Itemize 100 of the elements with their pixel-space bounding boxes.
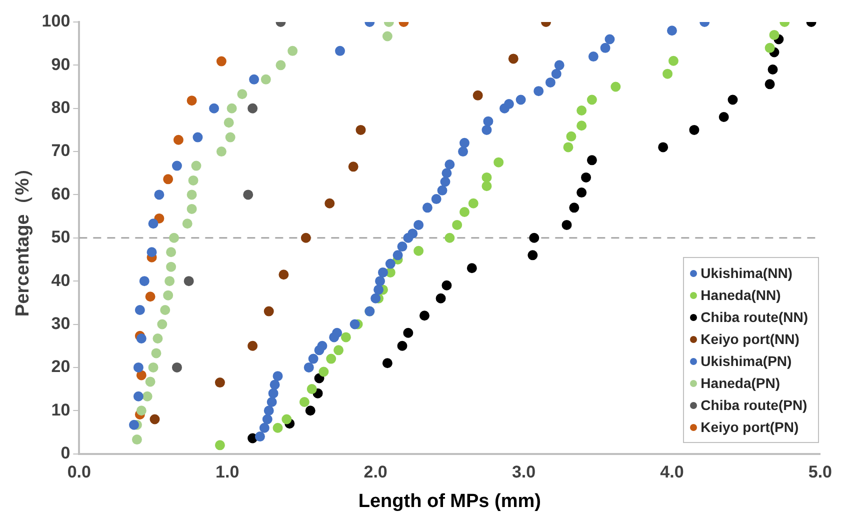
point <box>182 218 192 229</box>
point <box>431 194 442 204</box>
point <box>466 263 477 274</box>
y-axis-title: Percentage（%） <box>12 159 34 317</box>
point <box>160 305 170 316</box>
point <box>348 162 358 172</box>
point <box>508 54 518 64</box>
x-tick-label: 0.0 <box>67 462 91 482</box>
y-tick-label: 0 <box>60 443 70 462</box>
point <box>494 157 504 168</box>
point <box>317 340 328 351</box>
point <box>226 103 237 114</box>
point <box>157 319 168 330</box>
point <box>324 198 335 208</box>
point <box>472 90 483 100</box>
point <box>385 258 396 269</box>
point <box>248 103 258 114</box>
point <box>576 188 587 198</box>
point <box>243 190 254 200</box>
point <box>300 232 311 243</box>
point <box>151 348 162 358</box>
point <box>304 362 314 372</box>
y-tick-label: 80 <box>51 98 70 118</box>
point <box>282 414 292 424</box>
point <box>482 172 492 182</box>
y-tick-label: 60 <box>51 184 70 204</box>
point <box>370 293 381 304</box>
point <box>483 116 494 126</box>
y-tick-label: 20 <box>51 357 70 376</box>
point <box>452 220 462 230</box>
point <box>444 159 455 170</box>
point <box>129 420 139 430</box>
point <box>350 319 360 330</box>
point <box>225 132 236 142</box>
point <box>437 185 448 196</box>
point <box>169 232 180 243</box>
point <box>668 56 678 66</box>
x-tick-label: 1.0 <box>216 462 240 482</box>
point <box>254 432 265 442</box>
point <box>306 384 317 394</box>
point <box>262 414 272 424</box>
point <box>586 155 597 166</box>
y-tick-label: 100 <box>42 12 70 31</box>
point <box>136 370 146 380</box>
point <box>586 94 597 105</box>
point <box>148 362 158 372</box>
point <box>374 284 384 295</box>
point <box>458 146 468 157</box>
point <box>764 79 775 90</box>
point <box>216 56 226 66</box>
point <box>689 124 700 135</box>
point <box>563 142 574 152</box>
point <box>163 174 174 184</box>
point <box>382 31 392 42</box>
point <box>272 422 283 433</box>
point <box>545 77 556 88</box>
point <box>769 30 780 40</box>
x-tick-label: 3.0 <box>512 462 536 482</box>
y-tick-label: 90 <box>51 54 70 74</box>
point <box>166 247 176 258</box>
point <box>562 220 572 230</box>
point <box>375 276 386 286</box>
point <box>148 218 158 229</box>
point <box>259 422 270 433</box>
point <box>768 64 778 74</box>
point <box>145 376 156 387</box>
point <box>133 391 144 402</box>
point <box>264 306 274 316</box>
point <box>270 380 280 390</box>
point <box>576 106 587 116</box>
x-tick-label: 5.0 <box>808 462 832 482</box>
legend-label: Chiba route(NN) <box>700 308 808 327</box>
point <box>186 204 197 214</box>
point <box>662 68 673 79</box>
point <box>482 124 492 135</box>
point <box>209 103 220 114</box>
point <box>528 250 538 260</box>
x-tick-label: 2.0 <box>364 462 388 482</box>
point <box>444 232 455 243</box>
point <box>145 292 156 302</box>
point <box>268 388 278 398</box>
point <box>192 132 203 142</box>
point <box>588 52 598 62</box>
point <box>554 60 564 70</box>
point <box>150 414 160 424</box>
point <box>335 46 346 56</box>
point <box>214 440 225 450</box>
point <box>569 202 580 213</box>
point <box>440 176 450 187</box>
legend-label: Haneda(PN) <box>700 374 780 393</box>
point <box>326 354 336 364</box>
point <box>340 332 351 342</box>
point <box>172 160 182 171</box>
point <box>288 46 298 56</box>
point <box>142 391 152 402</box>
point <box>216 146 226 157</box>
point <box>529 232 540 243</box>
point <box>266 396 277 407</box>
point <box>566 131 576 142</box>
point <box>604 34 615 44</box>
